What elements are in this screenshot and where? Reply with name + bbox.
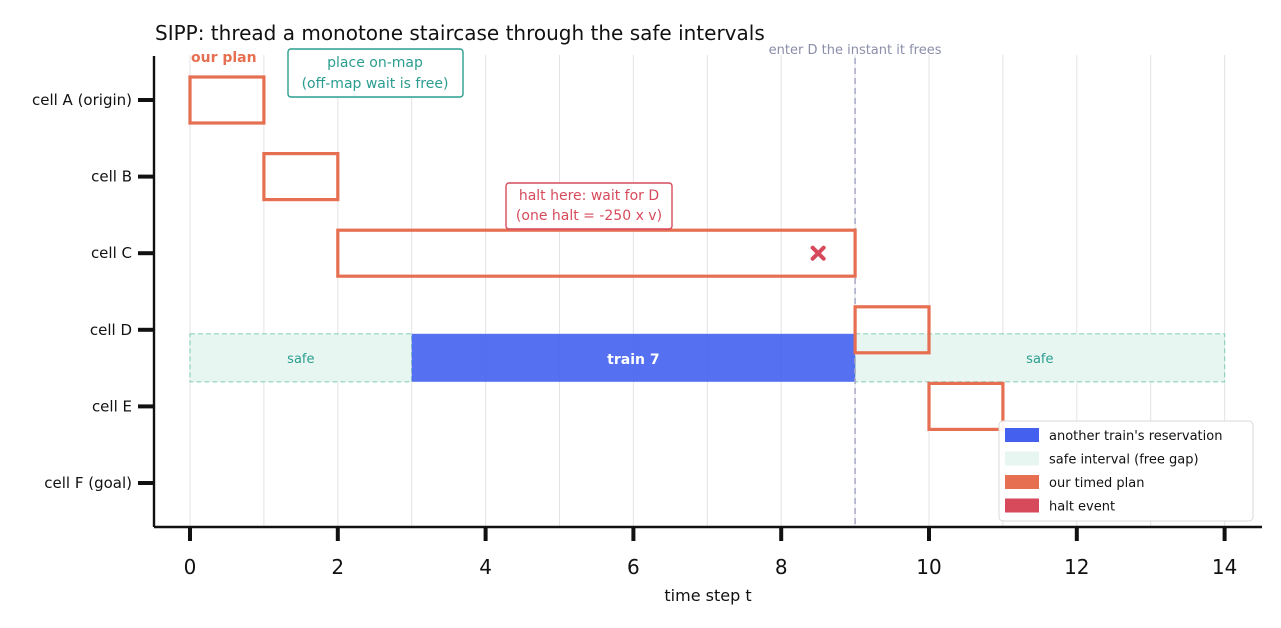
safe-interval-layer: safe safe [189, 333, 1226, 383]
halt-annotation-line: (one halt = -250 x v) [516, 208, 662, 224]
halt-marker [810, 245, 826, 261]
x-tick-label: 12 [1064, 555, 1089, 579]
plan-segment [336, 228, 857, 278]
vline-layer: enter D the instant it frees [769, 43, 942, 527]
legend-label: halt event [1049, 500, 1115, 515]
onmap-annotation-box [287, 48, 464, 98]
legend-label: another train's reservation [1049, 429, 1222, 444]
y-tick-label: cell F (goal) [44, 474, 132, 492]
plan-segment [262, 152, 340, 202]
plan-segment [853, 305, 931, 355]
plan-label: our plan [191, 50, 257, 66]
legend-swatch [1005, 498, 1039, 513]
plan-segment [927, 381, 1005, 431]
plan-segment [188, 75, 266, 125]
annotation-layer: our plan place on-map (off-map wait is fre… [191, 48, 673, 230]
safe-interval-label: safe [1026, 352, 1053, 367]
x-tick-label: 6 [627, 555, 640, 579]
legend-swatch [1005, 475, 1039, 489]
x-tick-label: 2 [331, 555, 344, 579]
x-tick-label: 0 [184, 555, 197, 579]
chart-title: SIPP: thread a monotone staircase throug… [155, 21, 765, 45]
safe-interval-label: safe [287, 352, 314, 367]
onmap-annotation-line: (off-map wait is free) [302, 76, 449, 92]
reservation-bar [411, 333, 856, 382]
x-tick-label: 4 [479, 555, 492, 579]
safe-interval-bar [854, 333, 1226, 383]
x-tick-label: 8 [775, 555, 788, 579]
halt-annotation-line: halt here: wait for D [519, 188, 659, 204]
vline-label: enter D the instant it frees [769, 43, 942, 58]
y-tick-label: cell D [90, 321, 132, 339]
axes-layer: cell A (origin) cell B cell C cell D cell E c… [32, 56, 1262, 579]
onmap-annotation-line: place on-map [327, 55, 423, 71]
x-tick-label: 14 [1212, 555, 1237, 579]
legend: another train's reservation safe interval… [998, 420, 1254, 522]
legend-swatch [1005, 451, 1039, 466]
legend-swatch [1005, 428, 1039, 442]
halt-annotation-box [505, 182, 673, 230]
halt-layer [810, 245, 826, 261]
x-axis-label: time step t [664, 586, 751, 605]
legend-label: safe interval (free gap) [1049, 453, 1199, 468]
safe-interval-bar [189, 333, 413, 383]
y-tick-label: cell E [92, 397, 132, 415]
legend-box [998, 420, 1254, 522]
y-tick-label: cell B [91, 168, 132, 186]
x-tick-label: 10 [916, 555, 941, 579]
y-tick-label: cell C [91, 244, 132, 262]
reservation-label: train 7 [607, 352, 659, 368]
y-tick-label: cell A (origin) [32, 91, 132, 109]
plan-layer [188, 75, 1005, 431]
legend-label: our timed plan [1049, 476, 1145, 491]
reservation-layer: train 7 [411, 333, 856, 382]
